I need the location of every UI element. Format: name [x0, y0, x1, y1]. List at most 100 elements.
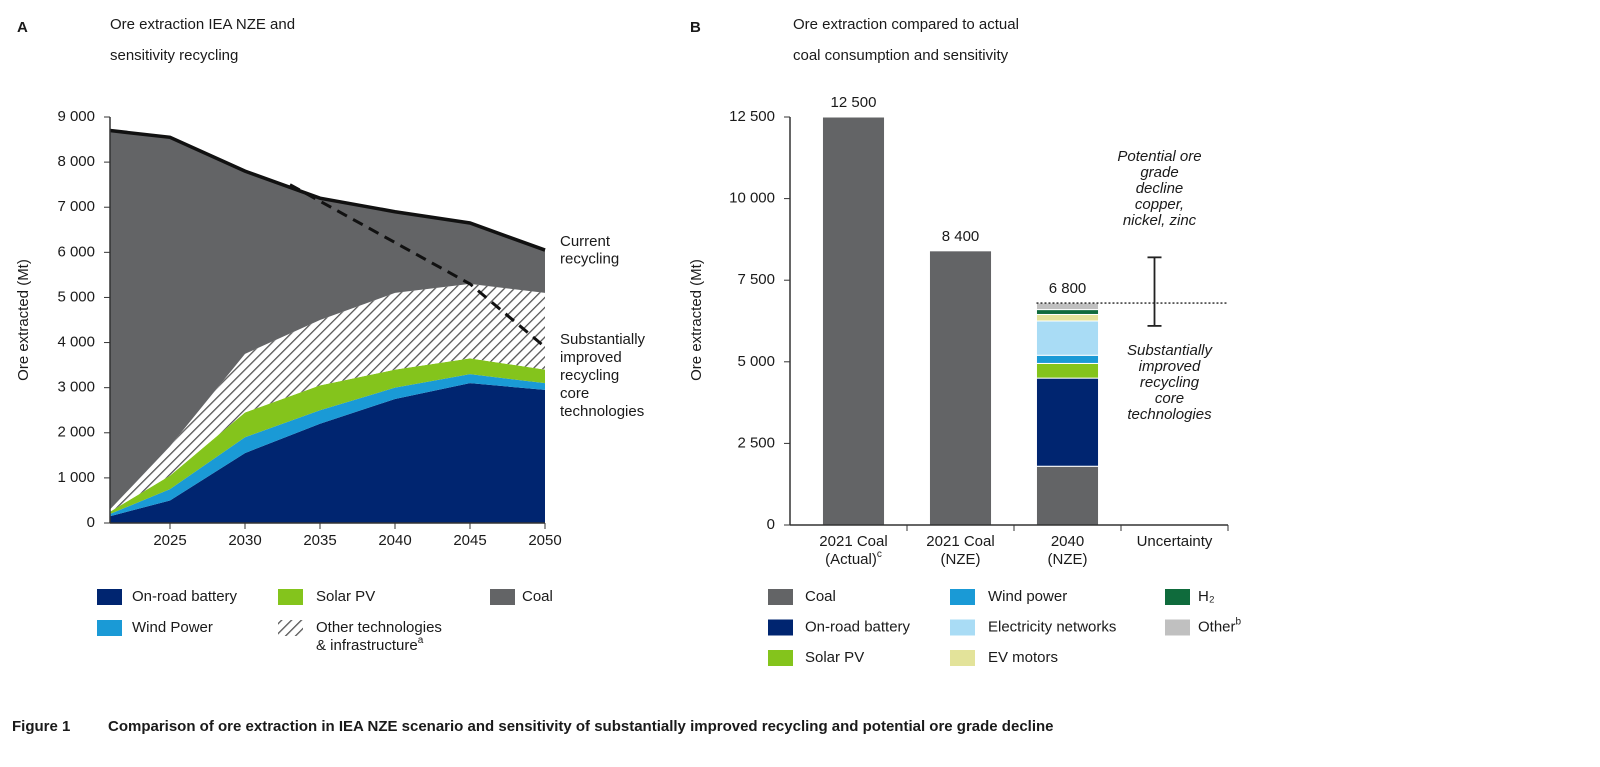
- annotation: recycling: [1140, 374, 1200, 391]
- x-tick-label: 2030: [228, 532, 261, 549]
- annotation: Potential ore: [1117, 148, 1201, 165]
- legend-label: On-road battery: [132, 588, 238, 605]
- annotation: nickel, zinc: [1123, 212, 1197, 229]
- panel-letter: A: [17, 19, 28, 36]
- area: [110, 130, 545, 510]
- annotation: improved: [560, 349, 622, 366]
- annotation: Substantially: [560, 331, 646, 348]
- x-tick-label-text: 2021 Coal: [926, 533, 994, 550]
- bar-segment: [821, 116, 886, 526]
- annotation: improved: [1139, 358, 1201, 375]
- x-tick-label: 2025: [153, 532, 186, 549]
- annotation: core: [560, 385, 589, 402]
- x-tick-label: Uncertainty: [1137, 533, 1213, 550]
- y-tick-label: 5 000: [737, 353, 775, 370]
- annotation: decline: [1136, 180, 1184, 197]
- x-tick-label-text: (Actual): [825, 551, 877, 568]
- area: [110, 374, 545, 517]
- bar-segment: [1035, 320, 1100, 356]
- dashed-line: [289, 183, 546, 349]
- legend-swatch: [1165, 619, 1190, 636]
- x-tick-label-text: 2021 Coal: [819, 533, 887, 550]
- annotation: core: [1155, 390, 1184, 407]
- y-axis-label: Ore extracted (Mt): [15, 259, 32, 381]
- legend-label-text: Solar PV: [805, 649, 864, 666]
- caption-label: Figure 1: [12, 718, 70, 735]
- x-tick-label-text: (NZE): [1048, 551, 1088, 568]
- bar-segment: [1035, 302, 1100, 311]
- bar-segment: [928, 250, 993, 526]
- legend-label: Coal: [805, 588, 836, 605]
- bar-segment: [1035, 309, 1100, 315]
- x-tick-label: 2035: [303, 532, 336, 549]
- total-line: [109, 128, 546, 252]
- x-tick-label: 2040: [378, 532, 411, 549]
- chart-title: coal consumption and sensitivity: [793, 47, 1009, 64]
- legend-label-superscript: b: [1236, 617, 1242, 628]
- annotation: recycling: [560, 250, 619, 267]
- legend-label: Other technologies: [316, 619, 442, 636]
- x-tick-label-superscript: c: [877, 549, 882, 560]
- legend-label-text: On-road battery: [805, 618, 911, 635]
- x-tick-label: (NZE): [941, 551, 981, 568]
- x-tick-label: 2045: [453, 532, 486, 549]
- bar-segment: [1035, 313, 1100, 322]
- y-tick-label: 1 000: [57, 469, 95, 486]
- legend-swatch: [950, 650, 975, 666]
- y-tick-label: 0: [87, 514, 95, 531]
- legend-swatch: [278, 589, 303, 605]
- x-tick-label: 2021 Coal: [819, 533, 887, 550]
- x-tick-label: 2040: [1051, 533, 1084, 550]
- y-axis-label: Ore extracted (Mt): [688, 259, 705, 381]
- area: [110, 283, 545, 512]
- legend-swatch: [768, 619, 793, 636]
- legend-label: H₂: [1198, 588, 1215, 605]
- chart-title: sensitivity recycling: [110, 47, 238, 64]
- legend-label: Wind power: [988, 588, 1067, 605]
- legend-swatch: [1165, 589, 1190, 605]
- legend-label-text: Other technologies: [316, 619, 442, 636]
- legend-swatch: [950, 619, 975, 636]
- legend-label-text: On-road battery: [132, 588, 238, 605]
- legend-label: EV motors: [988, 649, 1058, 666]
- legend-label-text: Electricity networks: [988, 618, 1116, 635]
- chart-title: Ore extraction compared to actual: [793, 16, 1019, 33]
- annotation: recycling: [560, 367, 619, 384]
- legend-swatch: [768, 589, 793, 605]
- legend-label: Electricity networks: [988, 618, 1116, 635]
- annotation: technologies: [1127, 406, 1212, 423]
- legend-label-text: Other: [1198, 618, 1236, 635]
- bar-segment: [1035, 354, 1100, 364]
- y-tick-label: 9 000: [57, 108, 95, 125]
- annotation: Substantially: [1127, 342, 1214, 359]
- legend-label-text: Coal: [805, 588, 836, 605]
- value-label: 12 500: [831, 94, 877, 111]
- legend-swatch: [490, 589, 515, 605]
- y-tick-label: 7 000: [57, 198, 95, 215]
- legend-swatch: [97, 620, 122, 636]
- bar-segment: [1035, 362, 1100, 379]
- y-tick-label: 5 000: [57, 288, 95, 305]
- legend-label-text: Coal: [522, 588, 553, 605]
- chart-title: Ore extraction IEA NZE and: [110, 16, 295, 33]
- legend-swatch: [768, 650, 793, 666]
- y-tick-label: 12 500: [729, 108, 775, 125]
- legend-label: Solar PV: [316, 588, 375, 605]
- y-tick-label: 8 000: [57, 153, 95, 170]
- legend-label-text: Solar PV: [316, 588, 375, 605]
- x-tick-label: 2021 Coal: [926, 533, 994, 550]
- area: [110, 358, 545, 514]
- x-tick-label: (Actual)c: [825, 549, 882, 568]
- panel-letter: B: [690, 19, 701, 36]
- legend-label-superscript: a: [418, 635, 424, 646]
- legend-label-text: Wind power: [988, 588, 1067, 605]
- x-tick-label: (NZE): [1048, 551, 1088, 568]
- legend-label-text: H₂: [1198, 588, 1215, 605]
- y-tick-label: 4 000: [57, 334, 95, 351]
- legend-label: Solar PV: [805, 649, 864, 666]
- legend-label: Otherb: [1198, 617, 1242, 636]
- caption-text: Comparison of ore extraction in IEA NZE …: [108, 718, 1054, 735]
- y-tick-label: 2 000: [57, 424, 95, 441]
- y-tick-label: 2 500: [737, 434, 775, 451]
